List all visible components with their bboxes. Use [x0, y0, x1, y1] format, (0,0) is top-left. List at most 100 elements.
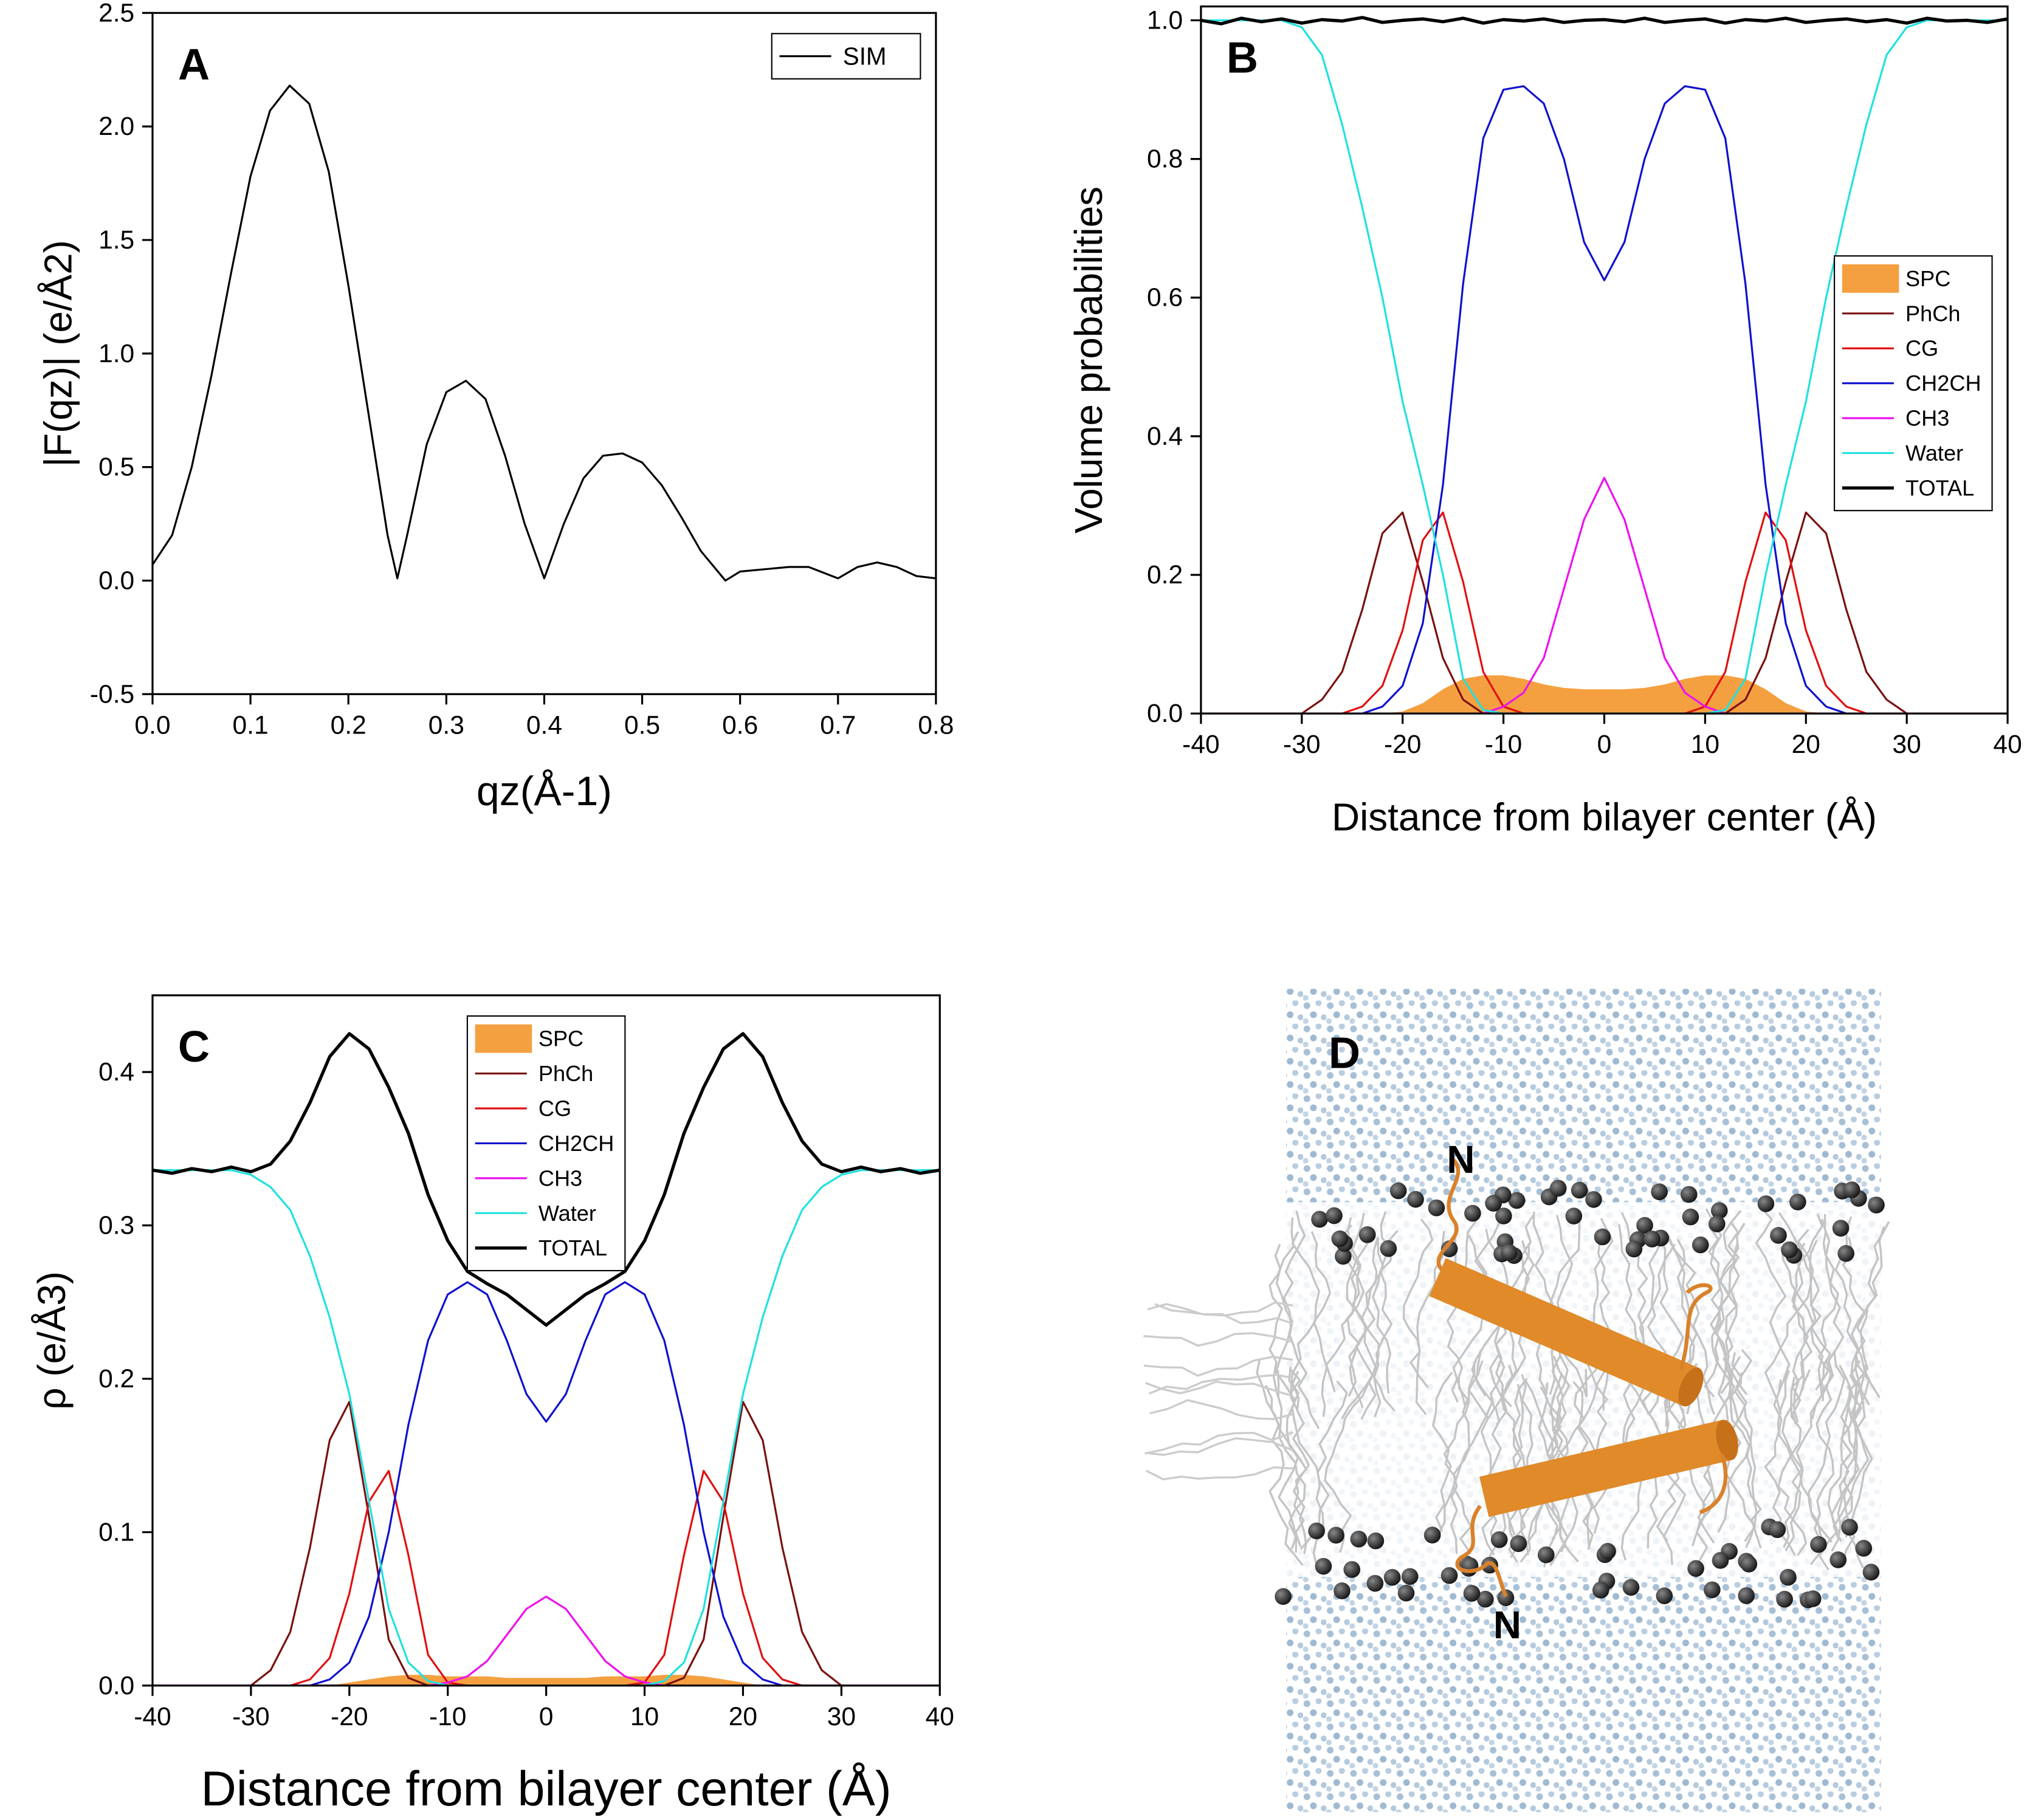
lipid-head [1599, 1543, 1616, 1560]
lipid-head [1367, 1532, 1385, 1550]
lipid-head [1636, 1217, 1653, 1234]
x-tick-label: 0.5 [624, 710, 660, 740]
lipid-tail [1704, 1221, 1740, 1398]
lipid-head [1495, 1207, 1512, 1224]
lipid-head [1326, 1207, 1343, 1224]
legend: SIM [771, 33, 921, 80]
lipid-tail [1355, 1237, 1395, 1412]
lipid-head [1401, 1568, 1419, 1585]
lipid-head [1501, 1244, 1518, 1261]
legend-label: CG [539, 1096, 571, 1121]
lipid-tail [1291, 1370, 1310, 1554]
legend-label: TOTAL [1905, 475, 1974, 500]
y-tick-label: 0.2 [1147, 560, 1183, 589]
x-tick-label: -20 [1384, 730, 1421, 759]
x-tick-label: -20 [331, 1702, 368, 1731]
lipid-tail [1831, 1364, 1853, 1552]
lipid-tail [1777, 1370, 1824, 1546]
lipid-head [1440, 1567, 1458, 1584]
loop [1678, 1283, 1713, 1371]
lipid-tail [1445, 1226, 1466, 1406]
x-tick-label: 10 [630, 1702, 659, 1731]
axes-frame [151, 12, 937, 695]
plot-area [152, 1032, 940, 1686]
lipid-tail [1149, 1399, 1293, 1420]
lipid-head [1366, 1574, 1384, 1592]
lipid-tail [1520, 1355, 1571, 1545]
n-terminus-label: N [1493, 1603, 1521, 1647]
lipid-head [1651, 1183, 1668, 1201]
y-tick-label: 1.0 [1147, 5, 1183, 35]
lipid-tail [1288, 1367, 1330, 1550]
lipid-head [1738, 1587, 1755, 1604]
y-tick-label: 1.5 [98, 225, 134, 255]
lipid-head [1712, 1552, 1729, 1569]
lipid-tail [1791, 1214, 1824, 1391]
lipid-head [1538, 1546, 1555, 1564]
n-terminus-label: N [1447, 1138, 1475, 1181]
lipid-tail [1145, 1466, 1293, 1481]
lipid-head [1710, 1202, 1728, 1220]
lipid-head [1691, 1236, 1709, 1254]
x-tick-label: 0.3 [428, 710, 464, 740]
lipid-head [1810, 1536, 1827, 1553]
lipid-head [1331, 1230, 1349, 1248]
lipid-head [1275, 1588, 1292, 1605]
y-tick-label: 1.0 [98, 339, 134, 368]
legend-label: CH2CH [539, 1131, 614, 1156]
plot-area [1200, 16, 2008, 714]
x-tick-label: -10 [1485, 730, 1522, 759]
lipid-tail [1809, 1240, 1824, 1420]
plot-area [152, 84, 936, 582]
helix-cylinder [1479, 1420, 1732, 1517]
lipid-head [1510, 1535, 1527, 1553]
legend-label: CH3 [1905, 406, 1949, 431]
y-axis-label: |F(qz)| (e/Å2) [36, 240, 80, 467]
y-tick-label: 0.4 [98, 1057, 134, 1087]
helix-end [1716, 1420, 1738, 1461]
y-tick-label: 0.6 [1147, 283, 1183, 312]
lipid-head [1585, 1191, 1602, 1208]
lipid-head [1350, 1530, 1368, 1548]
lipid-head [1687, 1560, 1704, 1577]
line [1200, 85, 2008, 714]
area [1200, 675, 2008, 714]
lipid-head [1625, 1240, 1643, 1258]
lipid-tail [1755, 1207, 1791, 1393]
y-tick-label: 0.4 [1147, 422, 1183, 451]
legend-label: SPC [539, 1026, 583, 1051]
x-tick-label: 0 [1597, 730, 1612, 759]
lipid-tail [1690, 1381, 1716, 1564]
lipid-head [1311, 1210, 1328, 1228]
loop [1455, 1505, 1508, 1598]
molecular-render: D N N [1143, 989, 1890, 1813]
x-tick-label: 0.2 [331, 710, 367, 740]
lipid-head [1862, 1564, 1880, 1581]
lipid-head [1508, 1192, 1526, 1209]
lipid-head [1397, 1584, 1415, 1602]
area [152, 1675, 940, 1686]
lipid-tail [1818, 1381, 1859, 1571]
y-tick-label: -0.5 [90, 679, 134, 709]
y-tick-label: 0.8 [1147, 145, 1183, 174]
loop [1699, 1454, 1728, 1514]
helices [1429, 1155, 1738, 1598]
lipid-tail [1845, 1355, 1873, 1538]
line [1200, 511, 2008, 714]
x-tick-label: 0.8 [918, 710, 954, 740]
x-axis-label: qz(Å-1) [477, 768, 612, 814]
lipid-head [1643, 1231, 1660, 1248]
lipid-tail [1154, 1301, 1293, 1317]
x-tick-label: 40 [926, 1702, 954, 1731]
lipid-tail [1143, 1332, 1293, 1347]
x-tick-label: 0.6 [722, 710, 758, 740]
lipid-head [1343, 1561, 1361, 1578]
x-tick-label: 30 [827, 1702, 856, 1731]
y-axis-label: ρ (e/Å3) [30, 1271, 74, 1410]
legend-label: PhCh [1905, 301, 1960, 326]
lipid-head [1837, 1245, 1855, 1262]
line [152, 1401, 940, 1686]
lipid-head [1757, 1195, 1775, 1212]
lipid-tail [1764, 1229, 1814, 1415]
